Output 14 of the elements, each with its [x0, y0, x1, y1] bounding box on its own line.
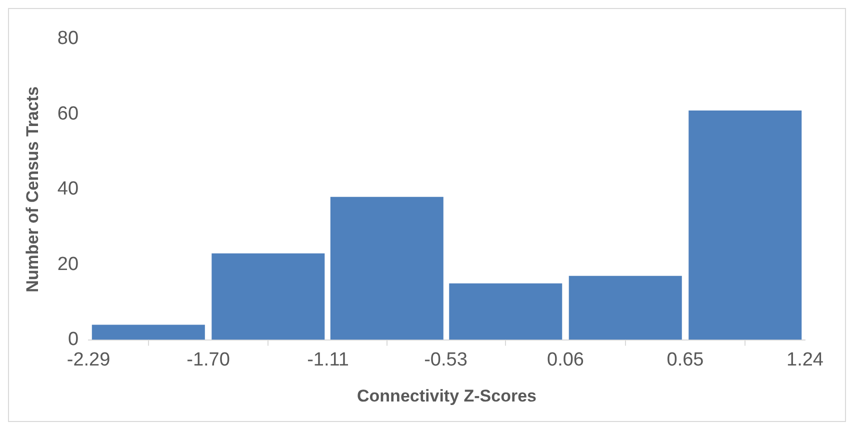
y-tick-label: 80 — [57, 28, 79, 50]
y-tick-label: 0 — [68, 329, 79, 350]
x-tick-label: 0.65 — [666, 349, 704, 370]
y-axis-title: Number of Census Tracts — [22, 86, 42, 292]
x-axis-title: Connectivity Z-Scores — [357, 386, 537, 406]
x-tick-label: -0.53 — [424, 349, 468, 370]
x-tick-label: -2.29 — [66, 349, 110, 370]
x-tick-label: 0.06 — [547, 349, 584, 370]
y-tick-label: 60 — [57, 103, 79, 124]
y-tick-label: 20 — [57, 254, 79, 275]
x-tick-label: -1.70 — [186, 349, 230, 370]
x-tick-label: 1.24 — [786, 349, 824, 370]
x-tick-label: -1.11 — [307, 349, 349, 370]
y-tick-label: 40 — [57, 178, 79, 200]
